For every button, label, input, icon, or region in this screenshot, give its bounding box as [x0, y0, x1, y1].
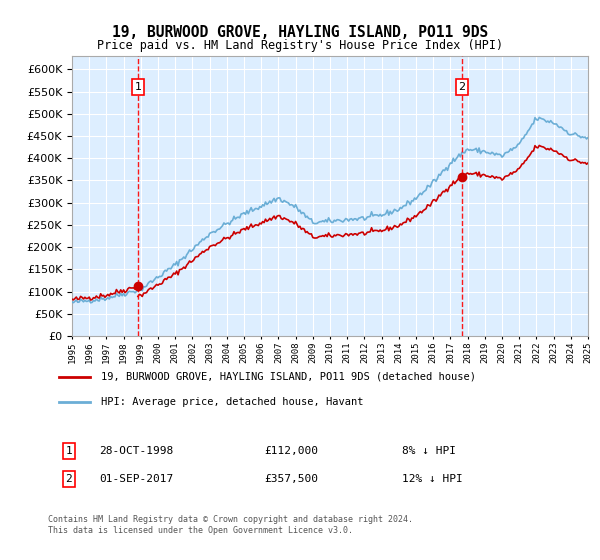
Text: 2: 2 [65, 474, 73, 484]
Text: 19, BURWOOD GROVE, HAYLING ISLAND, PO11 9DS: 19, BURWOOD GROVE, HAYLING ISLAND, PO11 … [112, 25, 488, 40]
Text: 19, BURWOOD GROVE, HAYLING ISLAND, PO11 9DS (detached house): 19, BURWOOD GROVE, HAYLING ISLAND, PO11 … [101, 372, 476, 382]
Text: 8% ↓ HPI: 8% ↓ HPI [402, 446, 456, 456]
Text: 12% ↓ HPI: 12% ↓ HPI [402, 474, 463, 484]
Text: £112,000: £112,000 [264, 446, 318, 456]
Text: HPI: Average price, detached house, Havant: HPI: Average price, detached house, Hava… [101, 396, 364, 407]
Text: 01-SEP-2017: 01-SEP-2017 [99, 474, 173, 484]
Text: Price paid vs. HM Land Registry's House Price Index (HPI): Price paid vs. HM Land Registry's House … [97, 39, 503, 52]
Text: 2: 2 [458, 82, 466, 92]
Text: 1: 1 [65, 446, 73, 456]
Text: 28-OCT-1998: 28-OCT-1998 [99, 446, 173, 456]
Text: £357,500: £357,500 [264, 474, 318, 484]
Text: 1: 1 [134, 82, 142, 92]
Text: Contains HM Land Registry data © Crown copyright and database right 2024.
This d: Contains HM Land Registry data © Crown c… [48, 515, 413, 535]
